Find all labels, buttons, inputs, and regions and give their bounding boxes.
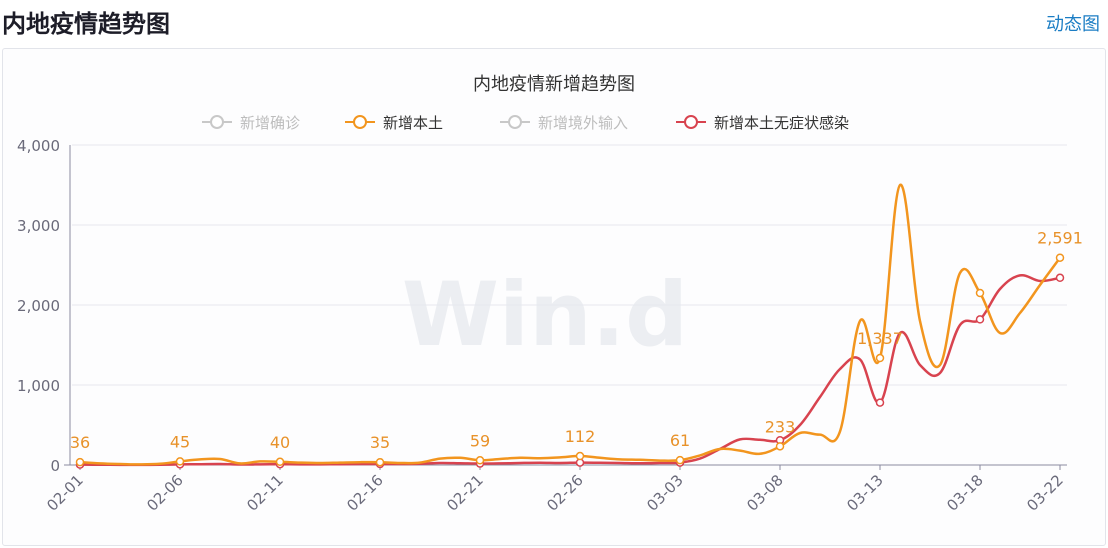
grid-lines: 0 1,000 2,000 3,000 4,000 [17,137,1067,475]
data-point-marker[interactable] [875,353,885,363]
x-tick-label: 02-01 [43,471,87,515]
legend-marker-icon [353,115,367,129]
y-tick-label: 4,000 [17,137,60,155]
data-point-marker[interactable] [1055,273,1065,283]
data-labels: 36 45 40 35 59 112 61 233 1,337 2,591 [70,229,1083,452]
legend-item-2[interactable]: 新增境外输入 [500,114,628,132]
data-point-marker[interactable] [375,457,385,467]
data-point-marker[interactable] [775,442,785,451]
data-label: 59 [470,431,490,450]
series-lines [75,183,1065,469]
data-point-marker[interactable] [875,398,885,407]
page-title: 内地疫情趋势图 [2,10,170,38]
data-point-marker[interactable] [275,457,285,467]
watermark: Win.d [402,263,688,366]
chart-title: 内地疫情新增趋势图 [473,74,635,95]
data-point-marker[interactable] [475,456,485,465]
y-tick-label: 3,000 [17,217,60,235]
data-label: 40 [270,433,290,452]
series-line-0 [79,183,1062,466]
data-point-marker[interactable] [975,288,985,298]
data-label: 45 [170,432,190,451]
data-point-marker[interactable] [575,451,585,461]
data-label: 2,591 [1037,229,1083,248]
x-tick-label: 02-16 [343,471,387,515]
data-label: 61 [670,431,690,450]
dynamic-chart-link[interactable]: 动态图 [1046,14,1100,35]
x-tick-label: 03-13 [843,471,887,515]
x-tick-label: 03-22 [1023,471,1067,515]
data-point-marker[interactable] [75,457,85,467]
legend-item-3[interactable]: 新增本土无症状感染 [676,114,849,132]
data-point-marker[interactable] [175,457,185,466]
data-label: 112 [565,427,596,446]
chart-legend: 新增确诊 新增本土 新增境外输入 新增本土无症状感染 [202,114,849,132]
x-tick-label: 02-11 [243,471,287,515]
legend-marker-icon [210,115,224,129]
legend-marker-icon [684,115,698,129]
x-tick-label: 03-18 [943,471,987,515]
legend-label: 新增境外输入 [538,114,628,132]
data-point-marker[interactable] [975,315,985,324]
x-tick-label: 03-03 [643,471,687,515]
legend-item-1[interactable]: 新增本土 [345,114,443,132]
legend-marker-icon [508,115,522,129]
legend-label: 新增本土无症状感染 [714,114,849,132]
data-point-marker[interactable] [1055,253,1065,262]
data-point-marker[interactable] [675,455,685,465]
x-tick-label: 02-26 [543,471,587,515]
data-label: 35 [370,433,390,452]
y-tick-label: 0 [50,457,60,475]
legend-item-0[interactable]: 新增确诊 [202,114,300,132]
x-tick-label: 02-21 [443,471,487,515]
y-tick-label: 1,000 [17,377,60,395]
data-label: 233 [765,417,796,436]
data-label: 1,337 [857,329,903,348]
data-label: 36 [70,433,90,452]
y-tick-label: 2,000 [17,297,60,315]
legend-label: 新增确诊 [240,114,300,132]
x-tick-label: 02-06 [143,471,187,515]
x-tick-label: 03-08 [743,471,787,515]
legend-label: 新增本土 [383,114,443,132]
